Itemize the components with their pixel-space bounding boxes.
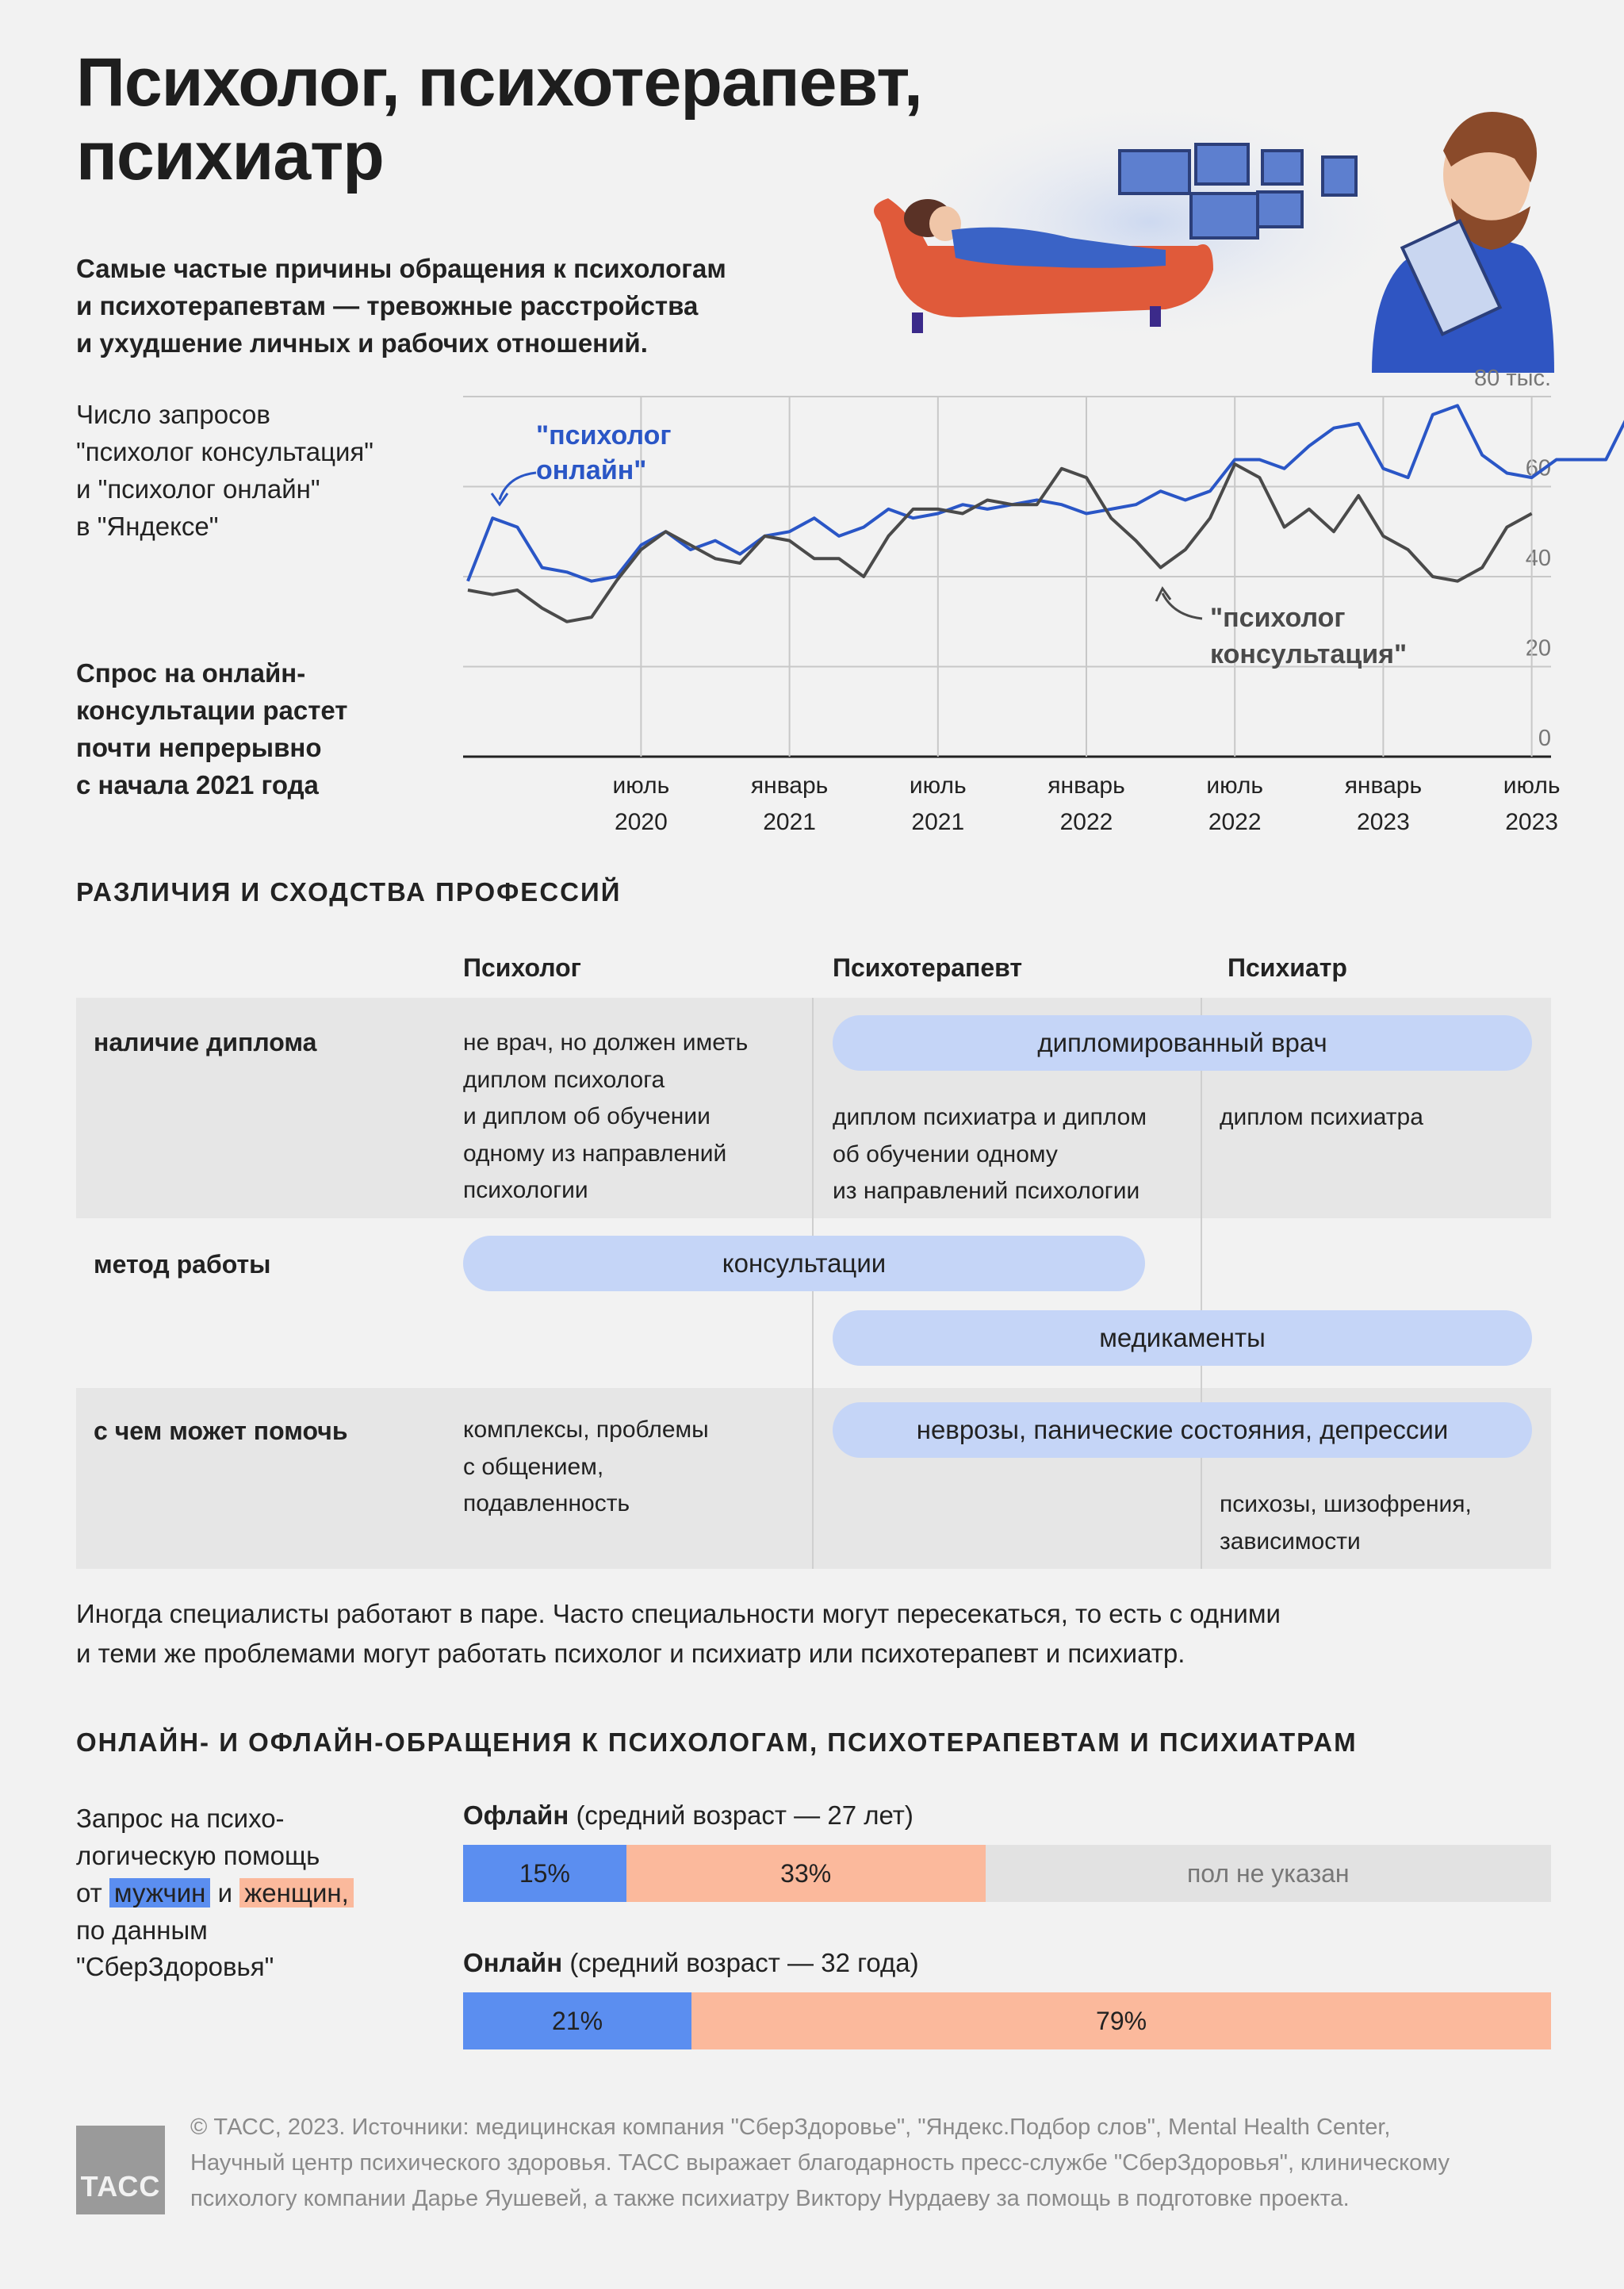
x-tick-year: 2020 <box>615 809 668 835</box>
y-tick-label: 20 <box>1526 636 1551 661</box>
x-tick-month: январь <box>1048 773 1124 799</box>
y-tick-label: 0 <box>1538 726 1551 751</box>
diploma-frames-icon <box>1118 143 1358 240</box>
offline-bar-title: Офлайн (средний возраст — 27 лет) <box>463 1800 914 1830</box>
x-tick-year: 2021 <box>763 809 816 835</box>
label-online-2: онлайн" <box>536 455 646 485</box>
pill-neuroses: неврозы, панические состояния, депрессии <box>833 1402 1532 1458</box>
psychologist-icon <box>1372 112 1554 373</box>
men-legend: мужчин <box>109 1877 211 1908</box>
online-bar: 21% 79% <box>463 1992 1551 2049</box>
y-tick-label: 40 <box>1526 546 1551 571</box>
bars-section-title: ОНЛАЙН- И ОФЛАЙН-ОБРАЩЕНИЯ К ПСИХОЛОГАМ,… <box>76 1727 1358 1757</box>
row-help-label: с чем может помочь <box>94 1417 348 1445</box>
pill-consultations: консультации <box>463 1236 1145 1291</box>
tass-logo: ТАСС <box>76 2126 165 2214</box>
pill-medication: медикаменты <box>833 1310 1532 1366</box>
x-tick-year: 2022 <box>1208 809 1262 835</box>
pill-certified-doctor: дипломированный врач <box>833 1015 1532 1071</box>
online-women-segment: 79% <box>691 1992 1551 2049</box>
x-tick-year: 2021 <box>911 809 964 835</box>
page-title: Психолог, психотерапевт, психиатр <box>76 44 923 194</box>
footer-credits: © ТАСС, 2023. Источники: медицинская ком… <box>190 2115 1450 2211</box>
chart-note: Спрос на онлайн- консультации растет поч… <box>76 658 348 799</box>
x-tick-year: 2023 <box>1357 809 1410 835</box>
help-psychiatrist: психозы, шизофрения, зависимости <box>1220 1491 1472 1555</box>
online-bar-title: Онлайн (средний возраст — 32 года) <box>463 1948 919 1977</box>
col-psychiatrist: Психиатр <box>1228 953 1347 982</box>
label-consultation-2: консультация" <box>1210 639 1407 669</box>
arrowhead-online <box>490 493 509 507</box>
label-consultation-1: "психолог <box>1210 603 1346 633</box>
diploma-psychiatrist: диплом психиатра <box>1220 1104 1423 1130</box>
offline-unknown-segment: пол не указан <box>985 1845 1551 1902</box>
x-tick-year: 2022 <box>1060 809 1113 835</box>
x-tick-month: январь <box>1345 773 1422 799</box>
offline-bar: 15% 33% пол не указан <box>463 1845 1551 1902</box>
x-tick-month: июль <box>613 773 670 799</box>
divider-2 <box>1201 998 1202 1569</box>
x-tick-month: июль <box>1503 773 1561 799</box>
diploma-psychologist: не врач, но должен иметь диплом психолог… <box>463 1029 749 1203</box>
patient-icon <box>904 199 1166 268</box>
compare-section-title: РАЗЛИЧИЯ И СХОДСТВА ПРОФЕССИЙ <box>76 877 622 907</box>
pair-note: Иногда специалисты работают в паре. Част… <box>76 1599 1281 1669</box>
offline-women-segment: 33% <box>626 1845 986 1902</box>
x-tick-month: июль <box>910 773 967 799</box>
label-online-1: "психолог <box>536 420 672 451</box>
diploma-psychotherapist: диплом психиатра и диплом об обучении од… <box>833 1104 1147 1204</box>
col-psychologist: Психолог <box>463 953 581 982</box>
arrowhead-consultation <box>1155 586 1172 602</box>
arrow-online <box>498 471 537 500</box>
offline-men-segment: 15% <box>463 1845 626 1902</box>
series-line-consultation <box>467 462 1533 623</box>
help-psychologist: комплексы, проблемы с общением, подавлен… <box>463 1417 709 1516</box>
lead-text: Самые частые причины обращения к психоло… <box>76 254 726 358</box>
bars-description: Запрос на психо- логическую помощь от му… <box>76 1800 441 1986</box>
women-legend: женщин, <box>239 1877 354 1908</box>
row-diploma-label: наличие диплома <box>94 1028 317 1056</box>
therapy-illustration <box>874 95 1554 373</box>
col-psychotherapist: Психотерапевт <box>833 953 1023 982</box>
online-men-segment: 21% <box>463 1992 692 2049</box>
x-tick-month: июль <box>1206 773 1263 799</box>
row-method-label: метод работы <box>94 1250 271 1279</box>
arrow-consultation <box>1161 592 1203 620</box>
chart-description: Число запросов "психолог консультация" и… <box>76 400 374 541</box>
x-tick-month: январь <box>751 773 828 799</box>
x-tick-year: 2023 <box>1505 809 1558 835</box>
y-tick-label: 80 тыс. <box>1474 366 1551 391</box>
